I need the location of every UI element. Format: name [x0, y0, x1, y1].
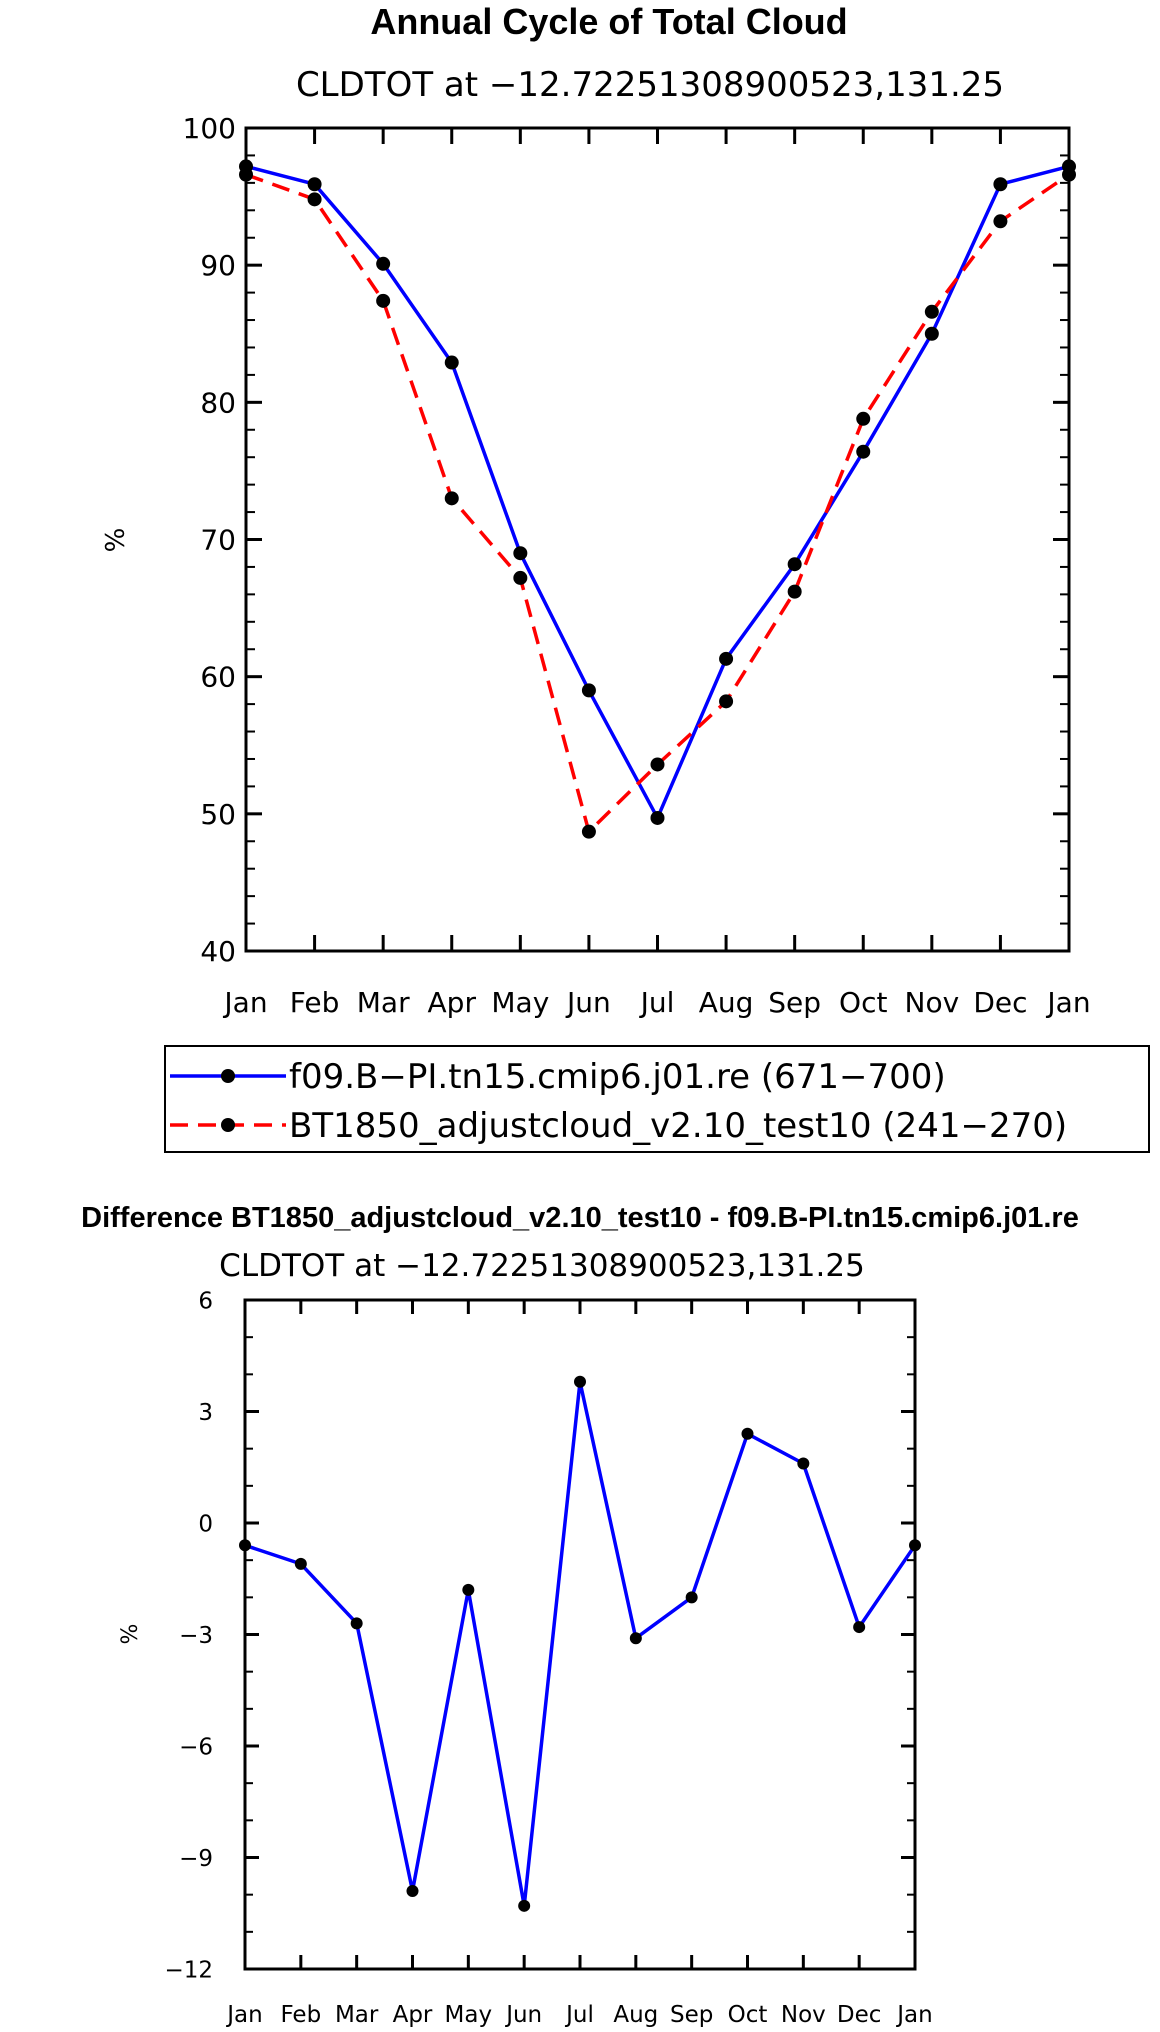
x-tick-label: Dec [973, 986, 1027, 1019]
data-point-series-2 [307, 192, 322, 207]
data-point-series-1 [239, 1539, 251, 1552]
chart-title: Annual Cycle of Total Cloud [370, 1, 847, 42]
data-point-series-1 [924, 326, 939, 341]
plot-frame [244, 126, 1071, 953]
data-point-series-1 [787, 557, 802, 572]
x-tick-label: Jan [222, 986, 267, 1019]
data-point-series-2 [376, 293, 391, 308]
legend-marker-series-2 [221, 1118, 235, 1132]
series-line-1 [244, 1380, 917, 1908]
legend-label-series-2: BT1850_adjustcloud_v2.10_test10 (241−270… [289, 1106, 1067, 1146]
data-point-series-1 [350, 1617, 363, 1630]
y-axis-label: % [101, 528, 131, 553]
legend-label-series-1: f09.B−PI.tn15.cmip6.j01.re (671−700) [289, 1057, 946, 1097]
y-tick-label: −3 [179, 1623, 213, 1649]
data-point-series-1 [856, 444, 871, 459]
x-tick-label: Apr [428, 986, 477, 1019]
annual-cycle-chart: Annual Cycle of Total Cloud CLDTOT at −1… [101, 1, 1150, 1153]
data-point-series-1 [444, 355, 459, 370]
y-tick-label: 3 [198, 1400, 213, 1426]
legend-marker-series-1 [221, 1069, 235, 1083]
data-point-series-1 [741, 1427, 754, 1440]
data-point-series-2 [1062, 167, 1076, 182]
data-point-series-1 [797, 1457, 810, 1470]
difference-chart: Difference BT1850_adjustcloud_v2.10_test… [81, 1202, 1079, 2028]
data-point-series-1 [513, 546, 528, 561]
data-point-series-1 [629, 1632, 642, 1645]
x-tick-label: Jan [1045, 986, 1090, 1019]
chart-subtitle: CLDTOT at −12.72251308900523,131.25 [219, 1248, 865, 1284]
data-point-series-1 [581, 683, 596, 698]
data-point-series-1 [462, 1583, 475, 1596]
y-tick-label: −6 [179, 1734, 213, 1760]
data-point-series-2 [444, 491, 459, 506]
data-point-series-2 [239, 167, 253, 182]
x-tick-label: Dec [837, 2002, 882, 2028]
x-tick-label: Nov [781, 2002, 826, 2028]
data-point-series-2 [924, 304, 939, 319]
x-tick-label: Sep [670, 2002, 713, 2028]
x-tick-label: Jan [895, 2002, 932, 2028]
chart-title: Difference BT1850_adjustcloud_v2.10_test… [81, 1202, 1079, 1234]
y-axis-label: % [118, 1624, 143, 1645]
y-tick-label: 60 [200, 661, 236, 694]
y-tick-label: 0 [198, 1511, 213, 1537]
data-point-series-1 [376, 256, 391, 271]
x-tick-label: Aug [613, 2002, 658, 2028]
data-point-series-1 [574, 1375, 586, 1388]
legend-frame [164, 1045, 1150, 1153]
y-tick-label: −12 [164, 1957, 213, 1983]
x-tick-label: Oct [728, 2002, 768, 2028]
data-point-series-1 [909, 1539, 921, 1552]
data-point-series-2 [650, 757, 665, 772]
x-tick-label: Jul [639, 986, 675, 1019]
x-tick-label: Aug [699, 986, 754, 1019]
data-point-series-2 [581, 824, 596, 839]
y-tick-label: 80 [200, 386, 236, 419]
series-line-1 [245, 164, 1070, 820]
x-tick-label: May [491, 986, 549, 1019]
series-line-2 [245, 172, 1070, 834]
x-tick-label: Sep [768, 986, 821, 1019]
x-tick-label: Jun [504, 2002, 542, 2028]
x-tick-label: Jan [225, 2002, 262, 2028]
chart-subtitle: CLDTOT at −12.72251308900523,131.25 [296, 65, 1004, 105]
y-tick-label: 70 [200, 524, 236, 557]
data-point-series-2 [856, 411, 871, 426]
data-point-series-2 [787, 584, 802, 599]
data-point-series-1 [993, 177, 1008, 192]
y-tick-label: 90 [200, 249, 236, 282]
y-tick-label: 6 [198, 1288, 213, 1314]
data-point-series-2 [513, 570, 528, 585]
y-tick-label: 100 [183, 112, 236, 145]
data-point-series-1 [307, 177, 322, 192]
x-tick-label: Feb [280, 2002, 321, 2028]
legend: f09.B−PI.tn15.cmip6.j01.re (671−700) BT1… [164, 1045, 1150, 1153]
data-point-series-1 [853, 1621, 866, 1634]
data-point-series-1 [406, 1884, 419, 1897]
plot-frame [243, 1298, 917, 1971]
y-tick-label: −9 [179, 1846, 213, 1872]
y-tick-label: 40 [200, 935, 236, 968]
data-point-series-1 [294, 1557, 307, 1570]
data-point-series-1 [685, 1591, 698, 1604]
y-tick-label: 50 [200, 798, 236, 831]
x-tick-label: Jun [565, 986, 611, 1019]
data-point-series-1 [518, 1899, 531, 1912]
x-tick-label: Mar [357, 986, 410, 1019]
x-tick-label: Nov [905, 986, 960, 1019]
x-tick-label: Oct [839, 986, 887, 1019]
data-point-series-2 [993, 214, 1008, 229]
x-tick-label: Mar [335, 2002, 379, 2028]
data-point-series-1 [719, 651, 734, 666]
data-point-series-1 [650, 810, 665, 825]
x-tick-label: Apr [393, 2002, 433, 2028]
x-tick-label: Feb [290, 986, 340, 1019]
x-tick-label: May [445, 2002, 493, 2028]
data-point-series-2 [719, 694, 734, 709]
x-tick-label: Jul [564, 2002, 594, 2028]
